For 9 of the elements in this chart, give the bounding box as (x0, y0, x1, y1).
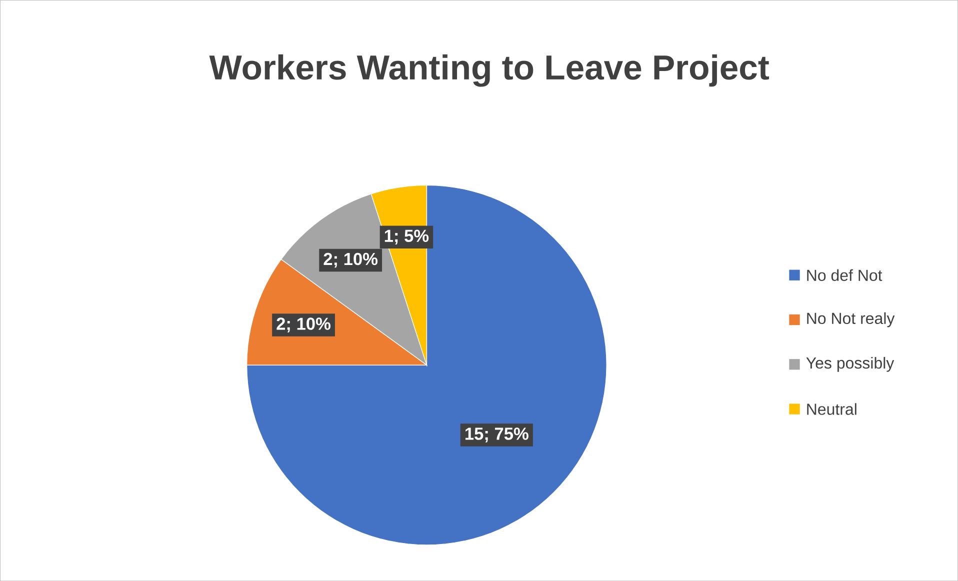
data-label: 1; 5% (384, 230, 429, 244)
data-label: 2; 10% (276, 318, 330, 332)
legend-label: Neutral (807, 403, 856, 415)
legend-label: No def Not (807, 269, 882, 281)
data-label: 2; 10% (324, 252, 378, 268)
data-label: 15; 75% (465, 428, 528, 442)
legend-label: No Not realy (807, 312, 895, 328)
chart-title: Workers Wanting to Leave Project (209, 54, 770, 87)
legend-label: Yes possibly (806, 356, 894, 372)
